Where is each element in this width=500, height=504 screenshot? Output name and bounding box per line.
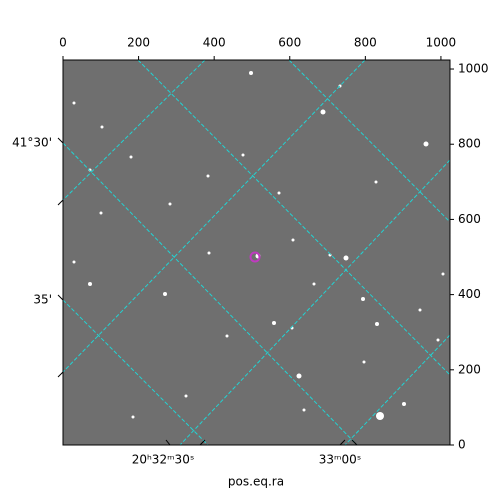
x-axis-label: pos.eq.ra: [228, 475, 284, 489]
x-tick-label: 1000: [426, 36, 457, 50]
y-tick-label: 0: [458, 438, 466, 452]
dec-tick-label: 35': [33, 293, 52, 307]
ra-tick-label: 33ᵐ00ˢ: [319, 453, 362, 467]
y-tick-label: 600: [458, 212, 481, 226]
x-tick-label: 800: [354, 36, 377, 50]
frame: [62, 59, 451, 446]
x-tick-label: 400: [203, 36, 226, 50]
y-tick-label: 200: [458, 362, 481, 376]
dec-tick-label: 41°30': [12, 136, 52, 150]
coordinate-grid: [62, 59, 451, 446]
x-tick-label: 600: [278, 36, 301, 50]
x-tick-label: 0: [59, 36, 67, 50]
ra-tick-label: 20ʰ32ᵐ30ˢ: [132, 453, 195, 467]
stars: [72, 71, 445, 420]
target-marker: [249, 251, 261, 263]
y-tick-label: 1000: [458, 62, 489, 76]
image: [63, 60, 450, 445]
y-tick-label: 400: [458, 287, 481, 301]
celestial-ticks: [57, 137, 358, 446]
x-tick-label: 200: [127, 36, 150, 50]
y-tick-label: 800: [458, 137, 481, 151]
